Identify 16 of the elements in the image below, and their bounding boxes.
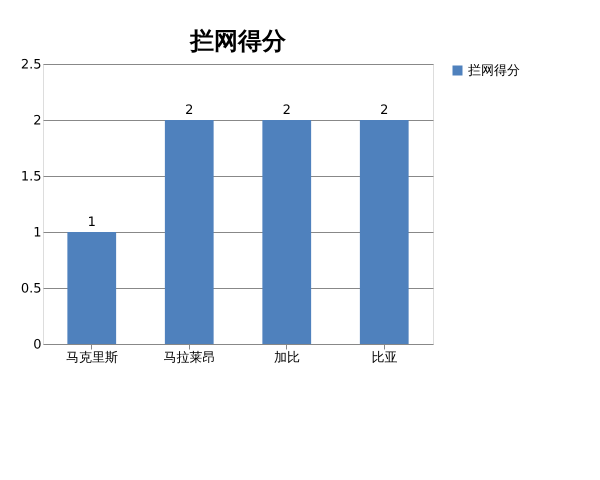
legend-label: 拦网得分	[468, 64, 520, 78]
y-tick-label: 1	[33, 226, 42, 240]
y-tick-label: 2.5	[20, 58, 42, 72]
data-label: 2	[185, 103, 194, 118]
y-tick-label: 2	[33, 114, 42, 128]
data-label: 1	[88, 215, 96, 230]
chart-title: 拦网得分	[189, 27, 287, 55]
x-tick-label: 马克里斯	[66, 350, 118, 366]
x-tick-label: 马拉莱昂	[163, 350, 216, 366]
data-label: 2	[380, 103, 388, 118]
y-tick-label: 0.5	[20, 282, 42, 296]
x-tick-label: 比亚	[371, 350, 398, 366]
y-tick-label: 0	[33, 338, 42, 352]
y-tick-label: 1.5	[20, 170, 42, 184]
x-tick-label: 加比	[274, 350, 300, 366]
data-label: 2	[282, 103, 291, 118]
